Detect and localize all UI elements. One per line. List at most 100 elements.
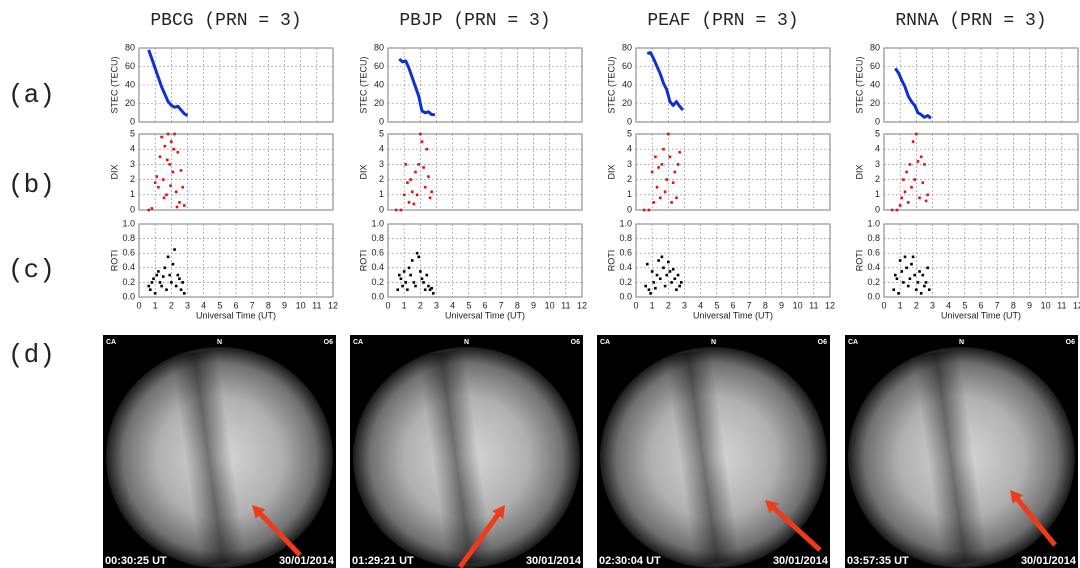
point — [900, 196, 904, 200]
point — [412, 202, 416, 206]
y-tick-label: 3 — [875, 159, 880, 169]
x-tick-label: 3 — [434, 300, 439, 310]
point — [916, 160, 920, 163]
chart: PBCG (PRN = 3) 0 20 40 60 80 STEC (TECU) — [109, 11, 334, 126]
y-tick-label: 3 — [130, 159, 135, 169]
point — [396, 288, 399, 291]
y-tick-label: 40 — [622, 79, 632, 89]
point — [911, 255, 915, 259]
point — [166, 255, 170, 259]
y-tick-label: 0.2 — [371, 277, 384, 287]
y-tick-label: 3 — [627, 159, 632, 169]
point — [910, 262, 913, 266]
point — [417, 163, 421, 166]
point — [921, 181, 925, 184]
point — [181, 281, 184, 284]
point — [915, 288, 918, 291]
stec-line — [894, 67, 932, 120]
point — [913, 178, 917, 181]
point — [155, 175, 159, 178]
x-tick-label: 8 — [515, 300, 520, 310]
point — [409, 178, 412, 181]
point — [419, 132, 422, 136]
point — [675, 288, 678, 291]
point — [902, 281, 905, 284]
point — [412, 281, 416, 284]
point — [675, 196, 678, 200]
time-label: 03:57:35 UT — [847, 555, 909, 567]
point — [174, 190, 178, 194]
point — [175, 205, 179, 209]
x-tick-label: 11 — [1057, 300, 1066, 310]
x-tick-label: 9 — [1027, 300, 1032, 310]
point — [654, 286, 657, 290]
point — [152, 277, 155, 281]
point — [892, 288, 895, 291]
point — [900, 270, 904, 273]
point — [652, 281, 656, 284]
y-tick-label: 0.0 — [122, 291, 135, 301]
x-tick-label: 11 — [809, 300, 818, 310]
point — [650, 270, 654, 273]
x-tick-label: 5 — [714, 300, 719, 310]
x-tick-label: 5 — [466, 300, 471, 310]
x-tick-label: 3 — [185, 300, 190, 310]
point — [181, 185, 184, 189]
y-tick-label: 4 — [627, 144, 632, 154]
y-tick-label: 20 — [125, 98, 135, 108]
point — [404, 281, 408, 284]
y-tick-label: 0.6 — [619, 248, 632, 258]
y-tick-label: 1 — [875, 189, 880, 199]
point — [902, 178, 905, 181]
corner-label: CA — [600, 339, 610, 346]
point — [404, 163, 408, 166]
point — [427, 175, 430, 178]
date-label: 30/01/2014 — [773, 555, 829, 567]
arrow-shaft — [457, 510, 503, 568]
point — [157, 270, 160, 273]
y-tick-label: 0 — [130, 116, 135, 126]
x-tick-label: 6 — [482, 300, 487, 310]
point — [430, 286, 433, 290]
y-tick-label: 0.6 — [371, 248, 384, 258]
point — [165, 158, 169, 162]
point — [655, 185, 659, 189]
point — [923, 284, 926, 288]
point — [174, 284, 178, 288]
point — [667, 260, 670, 264]
y-axis-label: ROTI — [854, 250, 864, 272]
point — [178, 277, 181, 281]
y-tick-label: 0 — [130, 204, 135, 214]
x-tick-label: 3 — [930, 300, 935, 310]
stec-line — [147, 49, 189, 117]
x-tick-label: 0 — [633, 300, 638, 310]
point — [182, 292, 186, 295]
chart-title: RNNA (PRN = 3) — [895, 11, 1046, 31]
point — [407, 201, 411, 204]
y-tick-label: 1.0 — [619, 218, 632, 228]
y-tick-label: 20 — [622, 98, 632, 108]
point — [420, 277, 424, 281]
y-tick-label: 0.2 — [619, 277, 632, 287]
point — [163, 144, 167, 148]
point — [924, 281, 928, 284]
point — [423, 288, 427, 291]
point — [161, 275, 165, 278]
point — [665, 273, 669, 277]
y-tick-label: 0.4 — [371, 262, 384, 272]
point — [919, 155, 923, 159]
y-axis-label: ROTI — [358, 250, 368, 272]
x-axis-label: Universal Time (UT) — [445, 310, 525, 320]
y-tick-label: 4 — [379, 144, 384, 154]
x-tick-label: 4 — [946, 300, 951, 310]
y-tick-label: 40 — [870, 79, 880, 89]
sky-image: CA N O6 02:30:04 UT 30/01/2014 — [597, 335, 830, 568]
point — [176, 273, 180, 277]
y-tick-label: 1.0 — [371, 218, 384, 228]
chart: RNNA (PRN = 3) 0 20 40 60 80 STEC (TECU) — [854, 11, 1079, 126]
y-tick-label: 80 — [622, 42, 632, 52]
point — [169, 184, 172, 187]
corner-label: CA — [353, 339, 363, 346]
x-tick-label: 12 — [577, 300, 587, 310]
point — [415, 251, 419, 255]
